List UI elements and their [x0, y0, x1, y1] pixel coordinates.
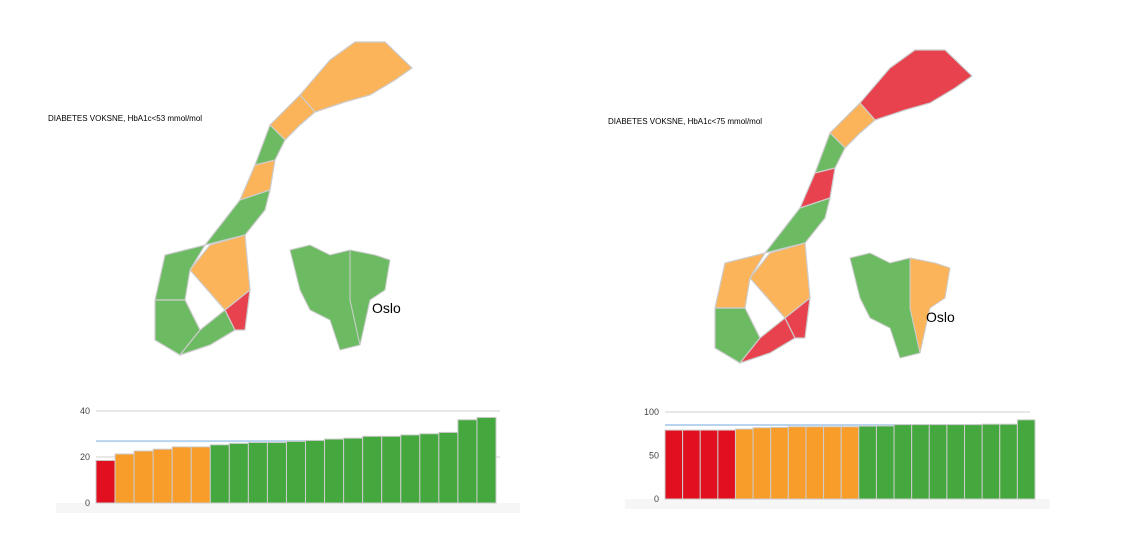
chart-footer: [56, 503, 520, 513]
inset-region: [909, 257, 951, 354]
bar: [928, 424, 948, 500]
map-region: [299, 41, 413, 113]
bar: [438, 431, 459, 504]
bar-chart: 0 20 40: [56, 406, 520, 513]
bar: [400, 434, 421, 504]
y-tick-label: 100: [644, 407, 659, 417]
bar: [893, 424, 913, 500]
bar: [343, 437, 364, 504]
bar: [964, 424, 983, 500]
bar: [840, 426, 860, 500]
bar: [664, 429, 684, 500]
bar: [787, 426, 807, 500]
bar: [1016, 419, 1036, 500]
map-region: [859, 49, 973, 121]
bar: [911, 424, 930, 500]
bar: [734, 428, 754, 500]
inset-region: [349, 249, 391, 346]
oslo-label: Oslo: [926, 309, 955, 325]
map-region: [154, 299, 201, 356]
map-region: [784, 296, 811, 339]
panel-left: DIABETES VOKSNE, HbA1c<53 mmol/mol Oslo …: [48, 41, 520, 513]
chart-footer: [625, 499, 1050, 509]
y-tick-label: 20: [80, 452, 90, 462]
bar: [999, 423, 1018, 500]
bar: [285, 440, 307, 504]
y-tick-label: 0: [85, 498, 90, 508]
y-tick-label: 50: [649, 451, 659, 461]
bar: [805, 426, 825, 500]
map-region: [714, 307, 761, 364]
bar: [133, 450, 154, 504]
inset-region: [849, 252, 921, 359]
y-tick-label: 0: [654, 494, 659, 504]
bar: [457, 419, 478, 504]
bar: [419, 433, 440, 504]
bar: [699, 429, 719, 500]
panel-right: DIABETES VOKSNE, HbA1c<75 mmol/mol Oslo …: [608, 49, 1050, 509]
bar: [362, 435, 383, 504]
oslo-inset-map: [849, 252, 951, 359]
bar: [209, 444, 230, 504]
bar: [114, 453, 135, 504]
bar: [858, 425, 877, 500]
norway-map: [154, 41, 413, 357]
bar: [875, 425, 895, 500]
bar: [717, 429, 736, 500]
bar: [247, 442, 268, 504]
bar: [305, 439, 326, 504]
bar: [682, 429, 701, 500]
y-tick-label: 40: [80, 406, 90, 416]
bar: [266, 442, 287, 504]
bar: [476, 416, 497, 504]
bar: [946, 424, 966, 500]
map-region: [189, 234, 251, 311]
oslo-label: Oslo: [372, 300, 401, 316]
bar: [381, 435, 402, 504]
norway-map: [714, 49, 973, 365]
bar: [823, 426, 842, 500]
map-region: [224, 288, 251, 331]
bar: [228, 442, 249, 504]
map-title: DIABETES VOKSNE, HbA1c<75 mmol/mol: [608, 117, 762, 126]
bar: [171, 446, 192, 504]
bar-chart: 0 50 100: [625, 407, 1050, 509]
map-region: [749, 242, 811, 319]
oslo-inset-map: [289, 244, 391, 351]
map-title: DIABETES VOKSNE, HbA1c<53 mmol/mol: [48, 114, 202, 123]
inset-region: [289, 244, 361, 351]
bar: [324, 438, 345, 504]
bar: [770, 426, 789, 500]
bar: [95, 459, 116, 504]
bar: [981, 423, 1001, 500]
bar: [190, 446, 211, 504]
bar: [152, 448, 173, 504]
bar: [752, 427, 772, 500]
